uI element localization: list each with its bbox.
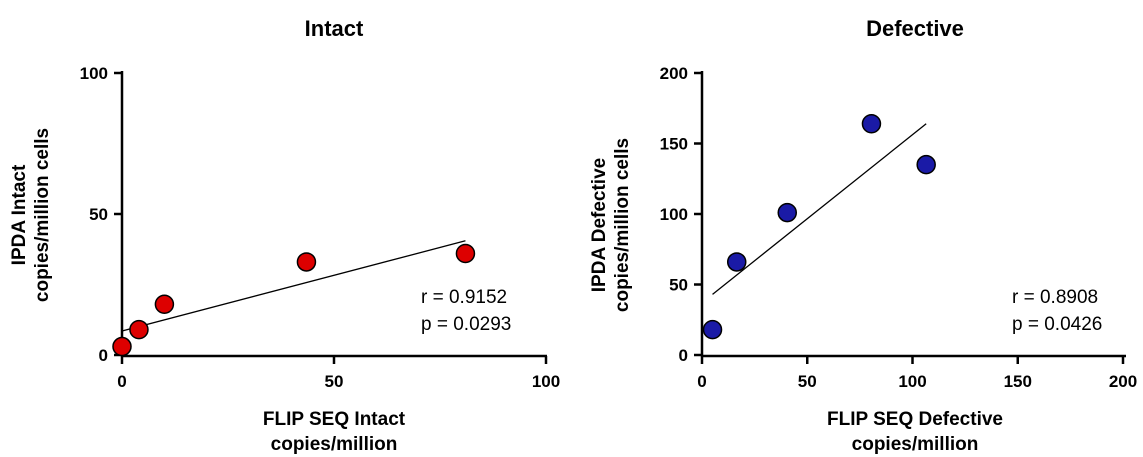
- x-tick-label: 0: [697, 372, 706, 391]
- x-tick-label: 150: [1004, 372, 1032, 391]
- data-points: [112, 243, 476, 357]
- x-ticks: 0 50 100 150 200: [697, 356, 1137, 391]
- data-point: [112, 336, 132, 357]
- x-tick-label: 0: [117, 372, 126, 391]
- p-value-annotation: p = 0.0293: [421, 314, 511, 335]
- data-point: [916, 154, 936, 175]
- chart-title: Intact: [305, 16, 364, 41]
- x-axis-label-line2: copies/million: [852, 434, 979, 455]
- chart-panel-defective: Defective 0 50 100 150 200 0 50 100 150 200 IPDA…: [589, 16, 1137, 455]
- x-tick-label: 50: [325, 372, 344, 391]
- x-ticks: 0 50 100: [117, 356, 560, 391]
- data-point: [702, 319, 723, 340]
- x-tick-label: 100: [898, 372, 926, 391]
- chart-panel-intact: Intact 0 50 100 0 50 100 IPDA Intact copies/…: [9, 16, 560, 455]
- y-tick-label: 0: [99, 346, 108, 365]
- y-axis-label-line1: IPDA Defective: [589, 158, 610, 292]
- data-point: [726, 252, 747, 272]
- x-axis-label-line1: FLIP SEQ Defective: [827, 409, 1003, 430]
- y-tick-label: 50: [669, 276, 688, 295]
- y-tick-label: 0: [679, 346, 688, 365]
- y-ticks: 0 50 100: [80, 64, 122, 365]
- y-ticks: 0 50 100 150 200: [660, 64, 702, 365]
- x-tick-label: 100: [532, 372, 560, 391]
- data-point: [296, 252, 317, 272]
- y-tick-label: 100: [80, 64, 108, 83]
- y-tick-label: 100: [660, 205, 688, 224]
- chart-title: Defective: [866, 16, 964, 41]
- data-point: [861, 114, 882, 134]
- x-tick-label: 200: [1109, 372, 1137, 391]
- data-point: [154, 294, 175, 314]
- p-value-annotation: p = 0.0426: [1012, 314, 1102, 335]
- x-axis-label-line1: FLIP SEQ Intact: [263, 409, 406, 430]
- regression-line: [712, 123, 927, 295]
- r-value-annotation: r = 0.9152: [421, 287, 507, 308]
- y-axis-label-line2: copies/million cells: [32, 128, 53, 302]
- regression-line: [121, 240, 466, 332]
- x-tick-label: 50: [798, 372, 817, 391]
- y-tick-label: 150: [660, 135, 688, 154]
- data-point: [777, 202, 798, 223]
- r-value-annotation: r = 0.8908: [1012, 287, 1098, 308]
- x-axis-label-line2: copies/million: [271, 434, 398, 455]
- data-point: [129, 319, 149, 340]
- data-point: [455, 243, 476, 264]
- y-axis-label-line2: copies/million cells: [612, 138, 633, 312]
- y-tick-label: 50: [89, 205, 108, 224]
- data-points: [702, 114, 936, 340]
- y-tick-label: 200: [660, 64, 688, 83]
- y-axis-label-line1: IPDA Intact: [9, 164, 30, 265]
